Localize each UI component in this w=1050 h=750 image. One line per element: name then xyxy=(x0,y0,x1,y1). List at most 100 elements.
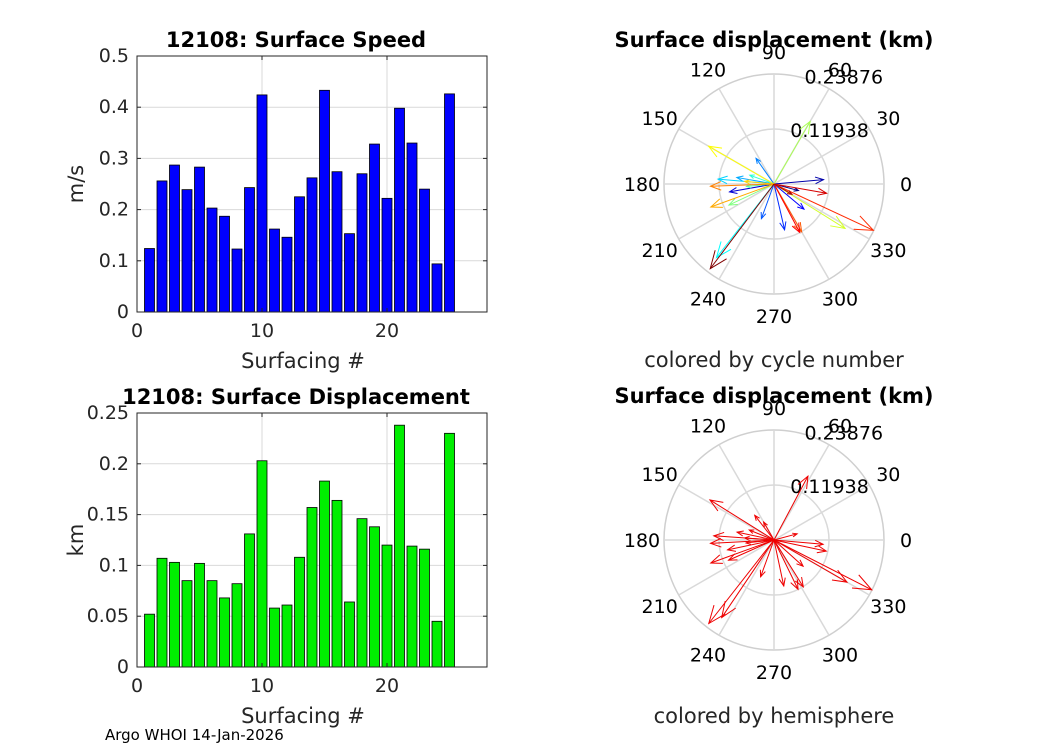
arrow-shaft xyxy=(736,531,775,541)
angle-label: 120 xyxy=(690,416,726,438)
bar xyxy=(231,583,243,668)
arrow-head xyxy=(720,600,736,619)
x-tick-label: 10 xyxy=(250,320,274,342)
y-tick-label: 0.2 xyxy=(99,199,129,221)
bar xyxy=(269,607,280,668)
arrow-head xyxy=(748,174,755,179)
bar xyxy=(331,171,343,313)
bar xyxy=(419,548,430,668)
angle-label: 90 xyxy=(762,42,786,64)
arrow-shaft xyxy=(755,158,775,185)
displacement-arrow xyxy=(773,183,828,196)
arrow-shaft xyxy=(760,183,775,219)
polar-spoke xyxy=(773,128,870,185)
bar xyxy=(306,507,318,668)
arrow-shaft xyxy=(773,539,824,545)
polar-spoke xyxy=(718,183,775,280)
angle-label: 240 xyxy=(690,288,726,310)
y-tick-label: 0.2 xyxy=(99,453,129,475)
arrow-head xyxy=(762,520,768,528)
x-axis-label: colored by hemisphere xyxy=(654,704,895,728)
bar xyxy=(156,180,168,313)
y-tick-label: 0 xyxy=(117,656,129,678)
displacement-arrow xyxy=(753,514,775,541)
arrow-shaft xyxy=(728,539,775,561)
bar xyxy=(444,432,455,668)
x-tick-label: 0 xyxy=(131,675,143,697)
displacement-arrow xyxy=(773,183,794,196)
arrow-head xyxy=(786,190,794,196)
bar xyxy=(419,188,430,313)
arrow-head xyxy=(797,474,809,490)
arrow-head xyxy=(707,145,723,158)
displacement-arrow xyxy=(773,539,828,554)
arrow-head xyxy=(728,187,738,195)
arrow-head xyxy=(735,175,744,182)
bar xyxy=(381,544,393,668)
bar xyxy=(394,424,405,668)
arrow-shaft xyxy=(729,183,775,193)
bar xyxy=(406,545,418,668)
arrow-head xyxy=(726,544,737,552)
bar xyxy=(219,215,230,313)
polar-spoke xyxy=(773,444,830,541)
arrow-head xyxy=(735,530,744,537)
bar xyxy=(294,556,305,668)
arrow-shaft xyxy=(728,183,775,206)
displacement-arrow xyxy=(726,539,775,552)
angle-label: 210 xyxy=(642,240,678,262)
displacement-arrow xyxy=(727,183,775,206)
arrow-shaft xyxy=(773,539,804,588)
bar xyxy=(169,561,180,668)
displacement-arrow xyxy=(773,539,873,591)
bar xyxy=(181,189,193,313)
displacement-arrow xyxy=(709,539,775,564)
bar xyxy=(256,94,268,313)
bar xyxy=(356,518,368,668)
arrow-shaft xyxy=(709,499,775,541)
arrow-shaft xyxy=(710,183,775,187)
displacement-arrow xyxy=(707,145,775,185)
displacement-arrow xyxy=(728,183,775,195)
arrow-shaft xyxy=(754,515,775,541)
bar xyxy=(369,143,380,313)
displacement-arrow xyxy=(773,539,799,591)
y-tick-label: 0.5 xyxy=(99,45,129,67)
arrow-shaft xyxy=(710,539,775,544)
angle-label: 180 xyxy=(624,530,660,552)
displacement-arrow xyxy=(773,539,805,568)
y-tick-label: 0.4 xyxy=(99,96,129,118)
x-axis-label: colored by cycle number xyxy=(644,348,904,372)
bar xyxy=(281,604,293,668)
arrow-head xyxy=(778,577,786,588)
footer-stamp: Argo WHOI 14-Jan-2026 xyxy=(105,726,284,744)
arrow-head xyxy=(727,198,738,206)
arrow-head xyxy=(816,545,828,554)
arrow-head xyxy=(830,215,847,230)
bar xyxy=(244,533,255,668)
bar xyxy=(231,248,243,313)
angle-label: 150 xyxy=(642,108,678,130)
chart-title: Surface displacement (km) xyxy=(614,384,933,408)
arrow-head xyxy=(793,187,800,192)
arrow-head xyxy=(796,559,805,568)
chart-title: 12108: Surface Speed xyxy=(166,28,426,52)
arrow-shaft xyxy=(773,539,799,590)
arrow-shaft xyxy=(773,183,805,210)
arrow-head xyxy=(747,529,755,534)
angle-label: 90 xyxy=(762,398,786,420)
speed-bar-chart: 0 0.1 0.2 0.3 0.4 0.5 0 10 20 12108: Surface Spee… xyxy=(64,28,488,373)
x-axis-label: Surfacing # xyxy=(241,349,365,373)
angle-label: 150 xyxy=(642,464,678,486)
arrow-shaft xyxy=(763,521,775,541)
bar xyxy=(194,166,205,313)
bar xyxy=(294,196,305,313)
ring-label: 0.23876 xyxy=(804,423,883,445)
angle-label: 270 xyxy=(756,306,792,328)
axes-box xyxy=(136,412,488,668)
displacement-arrow xyxy=(773,183,875,231)
arrow-shaft xyxy=(773,183,786,230)
bar xyxy=(219,597,230,668)
arrow-shaft xyxy=(773,183,801,233)
displacement-arrow xyxy=(755,157,775,185)
